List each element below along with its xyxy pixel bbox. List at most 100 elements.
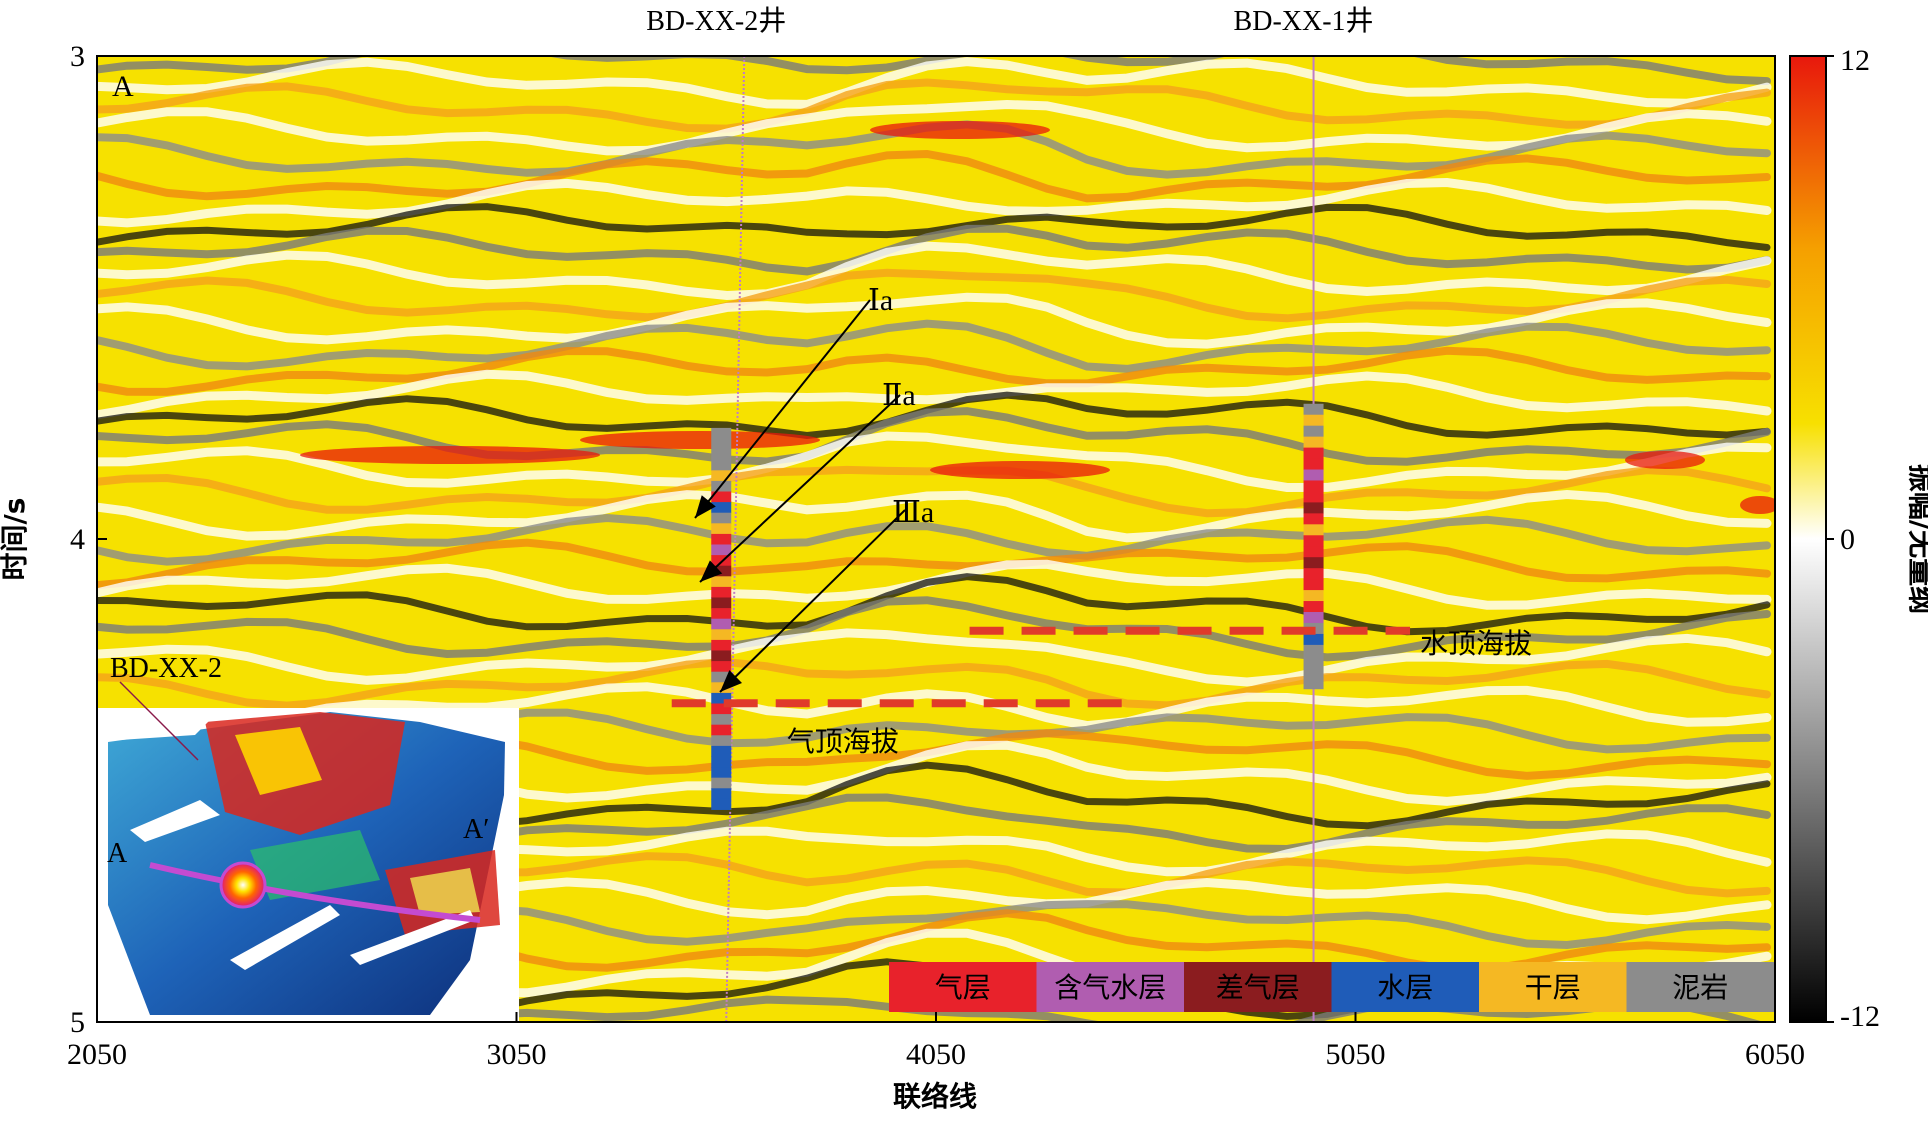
legend-swatch: [889, 962, 1037, 1012]
amplitude-anomaly: [300, 446, 600, 464]
legend-swatch: [1626, 962, 1774, 1012]
seismic-event-band: [97, 241, 1772, 301]
amplitude-anomaly: [1625, 451, 1705, 469]
well-log-segment: [711, 597, 732, 609]
seismic-event-band: [97, 431, 1772, 493]
seismic-event-band: [97, 78, 1771, 133]
seismic-event-band: [97, 177, 1772, 228]
well-log-segment: [711, 533, 732, 546]
well-log-segment: [711, 661, 732, 673]
well-log-segment: [711, 639, 732, 651]
well-log-segment: [711, 459, 732, 471]
legend-label: 干层: [1525, 971, 1581, 1004]
well-log-segment: [1303, 491, 1324, 503]
horizon-pointer-arrow: [694, 299, 871, 519]
inset-section-end-label: A′: [463, 814, 489, 845]
well-log-segment: [711, 671, 732, 683]
seismic-event-band: [97, 57, 1772, 109]
well-log-segment: [1303, 469, 1324, 481]
well-log-segment: [711, 544, 732, 556]
well-log-segment: [711, 438, 732, 450]
well-log-segment: [1303, 414, 1324, 427]
y-axis: 3 4 5: [70, 40, 107, 1039]
well-log-segment: [1303, 425, 1324, 438]
well-log-segment: [711, 735, 732, 747]
well-log-segment: [711, 788, 732, 800]
well-log-segment: [1303, 612, 1324, 624]
legend-label: 水层: [1377, 971, 1433, 1004]
well-log-segment: [711, 523, 732, 535]
horizon-label: Ⅱa: [882, 379, 916, 412]
well-log-segment: [711, 586, 732, 598]
well-log-segment: [711, 491, 732, 503]
well-log-segment: [711, 703, 732, 715]
colorbar-tick-label: 0: [1840, 523, 1855, 556]
seismic-event-band: [87, 14, 1767, 52]
fluid-contact-label: 水顶海拔: [1420, 627, 1532, 660]
seismic-event-band: [97, 369, 1772, 420]
well-log-segment: [711, 777, 732, 789]
seismic-event-band: [97, 658, 1771, 710]
seismic-event-band: [97, 346, 1771, 396]
colorbar-label: 振幅/无量纲: [1905, 464, 1928, 614]
fluid-contact-label: 气顶海拔: [787, 725, 899, 758]
well-log-segment: [1303, 633, 1324, 646]
seismic-event-band: [97, 573, 1771, 636]
well-log-segment: [1303, 436, 1324, 449]
well-log-segment: [711, 512, 732, 524]
well-log-segment: [711, 798, 732, 810]
seismic-event-band: [97, 596, 1771, 662]
well-log-segment: [711, 565, 732, 577]
legend-label: 泥岩: [1672, 971, 1728, 1004]
well-log-segment: [1303, 480, 1324, 492]
seismic-event-band: [97, 203, 1771, 251]
horizon-label: Ⅰa: [868, 284, 893, 317]
well-log-segment: [1303, 677, 1324, 690]
lithology-legend: 气层 含气水层 差气层 水层 干层 泥岩: [889, 962, 1774, 1012]
well-log-column: [711, 427, 732, 810]
well-log-segment: [1303, 568, 1324, 580]
well-log-segment: [711, 745, 732, 757]
well-name-label: BD-XX-1井: [1234, 5, 1374, 37]
well-log-segment: [711, 714, 732, 726]
well-log-segment: [711, 692, 732, 704]
well-log-segment: [1303, 557, 1324, 569]
seismic-event-band: [97, 513, 1771, 566]
well-log-segment: [1303, 655, 1324, 668]
well-trajectory: [725, 55, 746, 1023]
well-log-column: [1303, 403, 1324, 690]
inset-map: BD-XX-2 A A′: [97, 653, 519, 1022]
legend-swatch: [1184, 962, 1332, 1012]
panel-label: A: [112, 70, 134, 103]
seismic-event-band: [97, 407, 1771, 466]
x-tick-label: 4050: [906, 1038, 966, 1071]
x-tick-label: 6050: [1745, 1038, 1805, 1071]
well-log-segment: [711, 629, 732, 641]
legend-label: 含气水层: [1054, 971, 1166, 1004]
well-name-label: BD-XX-2井: [646, 5, 786, 37]
colorbar-tick-label: 12: [1840, 44, 1870, 77]
seismic-event-band: [97, 149, 1771, 203]
well-log-segment: [1303, 524, 1324, 536]
well-log-segment: [711, 576, 732, 588]
legend-swatch: [1479, 962, 1627, 1012]
y-tick-label: 5: [70, 1006, 85, 1039]
well-log-segment: [1303, 590, 1324, 602]
y-tick-label: 3: [70, 40, 85, 73]
x-tick-label: 2050: [67, 1038, 127, 1071]
well-log-segment: [711, 724, 732, 736]
seismic-event-band: [97, 268, 1771, 323]
well-log-segment: [1303, 546, 1324, 558]
y-axis-label: 时间/s: [0, 498, 31, 581]
seismic-event-band: [97, 224, 1771, 276]
well-log-segment: [1303, 666, 1324, 679]
seismic-event-band: [97, 56, 1771, 86]
amplitude-anomaly: [870, 121, 1050, 139]
colorbar: 12 0 -12 振幅/无量纲: [1789, 44, 1928, 1033]
well-log-segment: [1303, 579, 1324, 591]
horizon-label: Ⅲa: [892, 496, 934, 529]
amplitude-anomaly: [1740, 496, 1775, 514]
inset-well-label: BD-XX-2: [110, 653, 222, 684]
seismic-event-band: [97, 99, 1772, 156]
